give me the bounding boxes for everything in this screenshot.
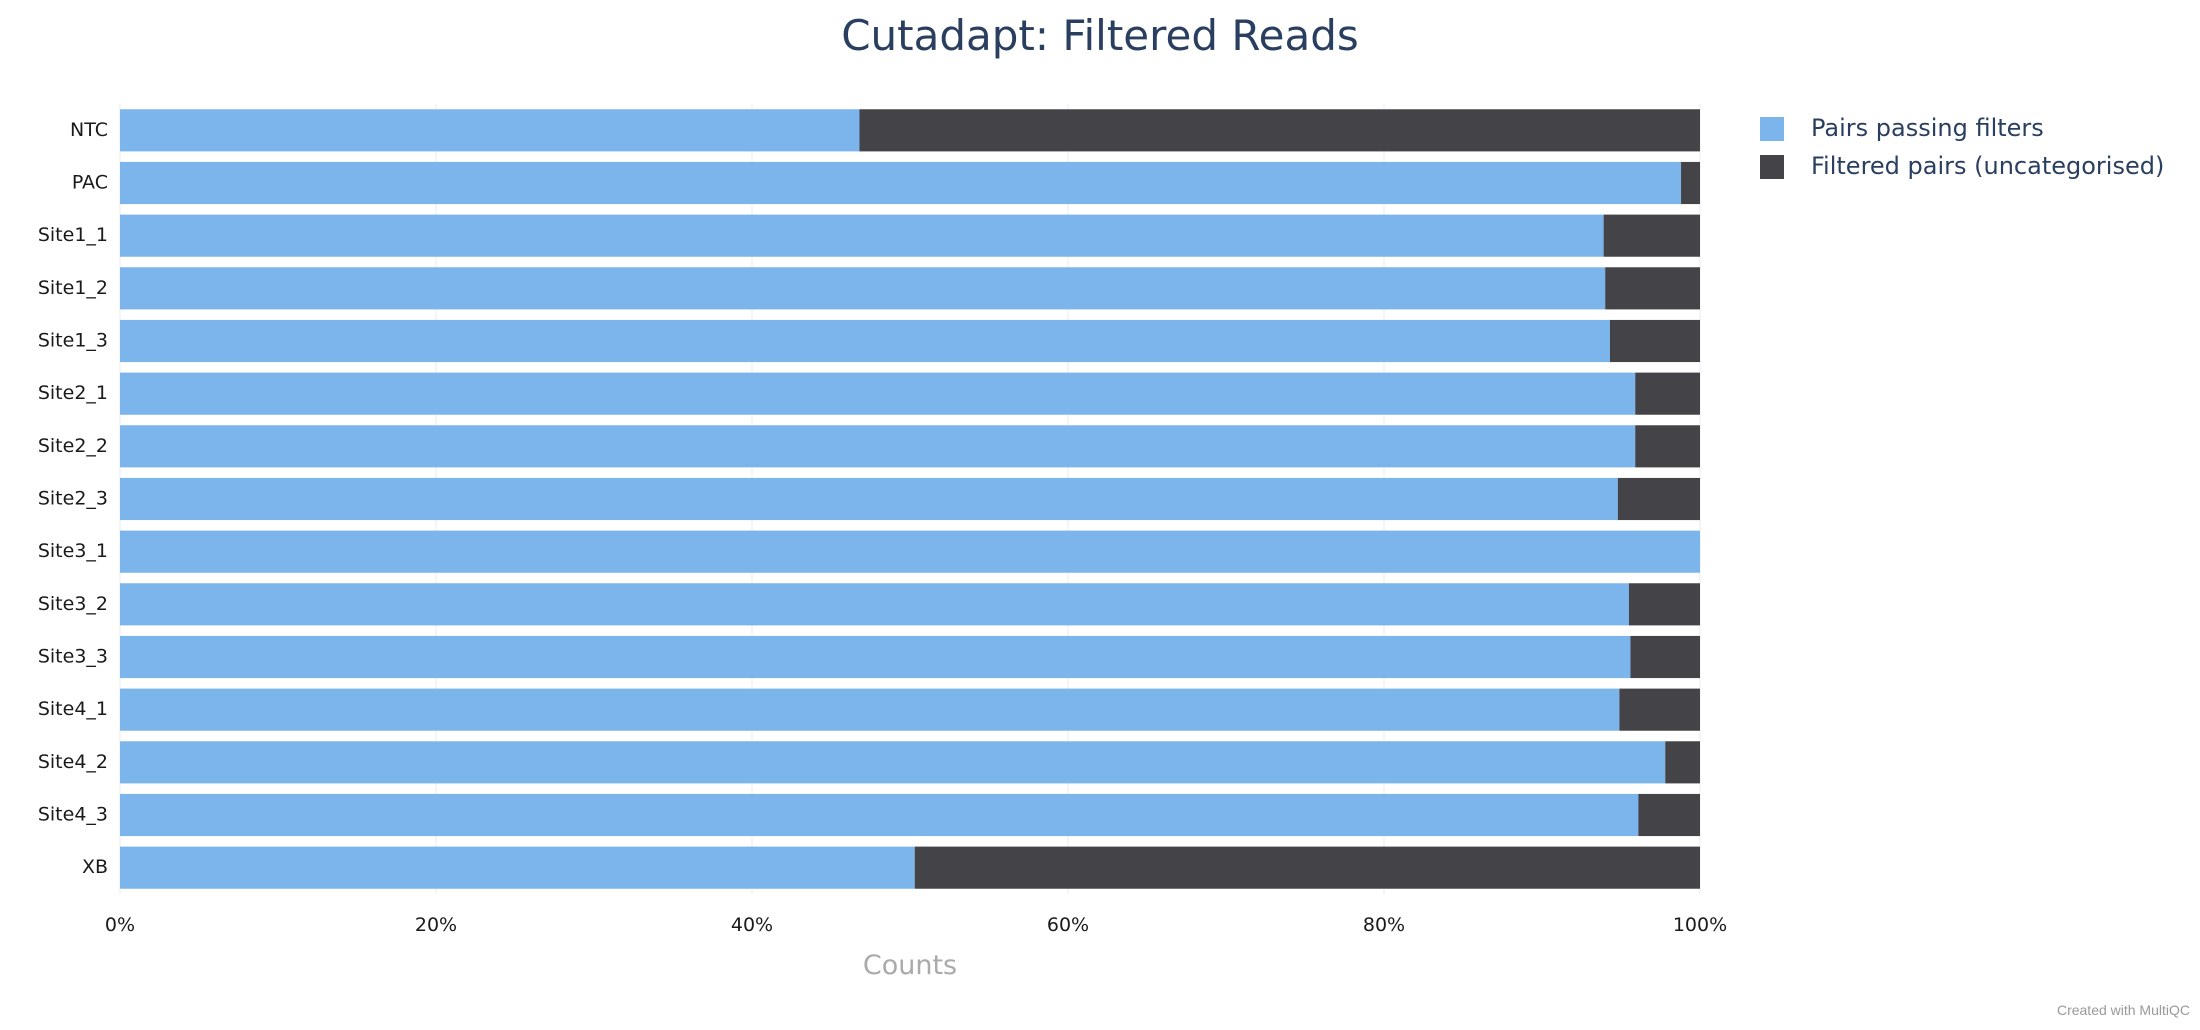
x-axis-tick-labels: 0% 20% 40% 60% 80% 100% [105,914,1727,936]
x-tick-label: 20% [415,914,457,936]
y-tick-label: Site2_1 [38,382,108,404]
bar-segment-passing[interactable] [120,425,1636,468]
y-tick-label: XB [82,856,108,878]
bar-segment-filtered[interactable] [1635,425,1700,468]
y-tick-label: NTC [70,119,108,141]
bar-segment-filtered[interactable] [1609,319,1700,363]
y-tick-label: Site2_3 [38,488,108,510]
legend: Pairs passing filters Filtered pairs (unc… [1760,114,2164,180]
bar-segment-passing[interactable] [120,583,1629,626]
bar-segment-passing[interactable] [120,793,1639,837]
y-axis-tick-labels: NTC PAC Site1_1 Site1_2 Site1_3 Site2_1 Site2_… [38,119,108,878]
bar-segment-passing[interactable] [120,214,1604,257]
bar-segment-passing[interactable] [120,688,1620,731]
x-tick-label: 100% [1673,914,1727,936]
bar-segment-passing[interactable] [120,846,915,889]
bar-segment-filtered[interactable] [1619,688,1700,731]
bar-segment-filtered[interactable] [1605,267,1700,310]
x-tick-label: 80% [1363,914,1405,936]
legend-label[interactable]: Pairs passing filters [1811,114,2044,142]
bars [120,109,1700,889]
bar-segment-filtered[interactable] [1630,635,1700,679]
bar-segment-filtered[interactable] [914,846,1700,889]
bar-segment-passing[interactable] [120,530,1700,573]
legend-label[interactable]: Filtered pairs (uncategorised) [1811,152,2164,180]
bar-segment-passing[interactable] [120,109,860,152]
bar-segment-filtered[interactable] [1628,583,1700,626]
bar-segment-filtered[interactable] [1681,161,1700,205]
bar-segment-filtered[interactable] [1603,214,1700,257]
bar-segment-passing[interactable] [120,267,1606,310]
bar-segment-passing[interactable] [120,477,1618,521]
bar-segment-filtered[interactable] [1617,477,1700,521]
bar-segment-filtered[interactable] [859,109,1700,152]
y-tick-label: Site2_2 [38,435,108,457]
y-tick-label: Site1_1 [38,224,108,246]
y-tick-label: Site3_2 [38,593,108,615]
x-tick-label: 40% [731,914,773,936]
legend-swatch[interactable] [1760,155,1784,179]
y-tick-label: Site4_2 [38,751,108,773]
bar-segment-passing[interactable] [120,161,1682,205]
y-tick-label: Site3_3 [38,646,108,668]
bar-segment-filtered[interactable] [1635,372,1700,415]
y-tick-label: Site4_1 [38,698,108,720]
bar-segment-passing[interactable] [120,635,1631,679]
x-tick-label: 0% [105,914,135,936]
chart-title: Cutadapt: Filtered Reads [841,11,1359,60]
bar-segment-filtered[interactable] [1638,793,1700,837]
y-tick-label: Site1_2 [38,277,108,299]
legend-swatch[interactable] [1760,117,1784,141]
x-axis-label: Counts [863,950,957,981]
bar-segment-passing[interactable] [120,319,1610,363]
credit-text: Created with MultiQC [2057,1002,2190,1018]
y-tick-label: Site3_1 [38,540,108,562]
bar-segment-passing[interactable] [120,372,1636,415]
x-tick-label: 60% [1047,914,1089,936]
bar-segment-filtered[interactable] [1665,741,1700,784]
bar-segment-passing[interactable] [120,741,1666,784]
y-tick-label: Site1_3 [38,330,108,352]
y-tick-label: PAC [72,172,108,194]
y-tick-label: Site4_3 [38,804,108,826]
